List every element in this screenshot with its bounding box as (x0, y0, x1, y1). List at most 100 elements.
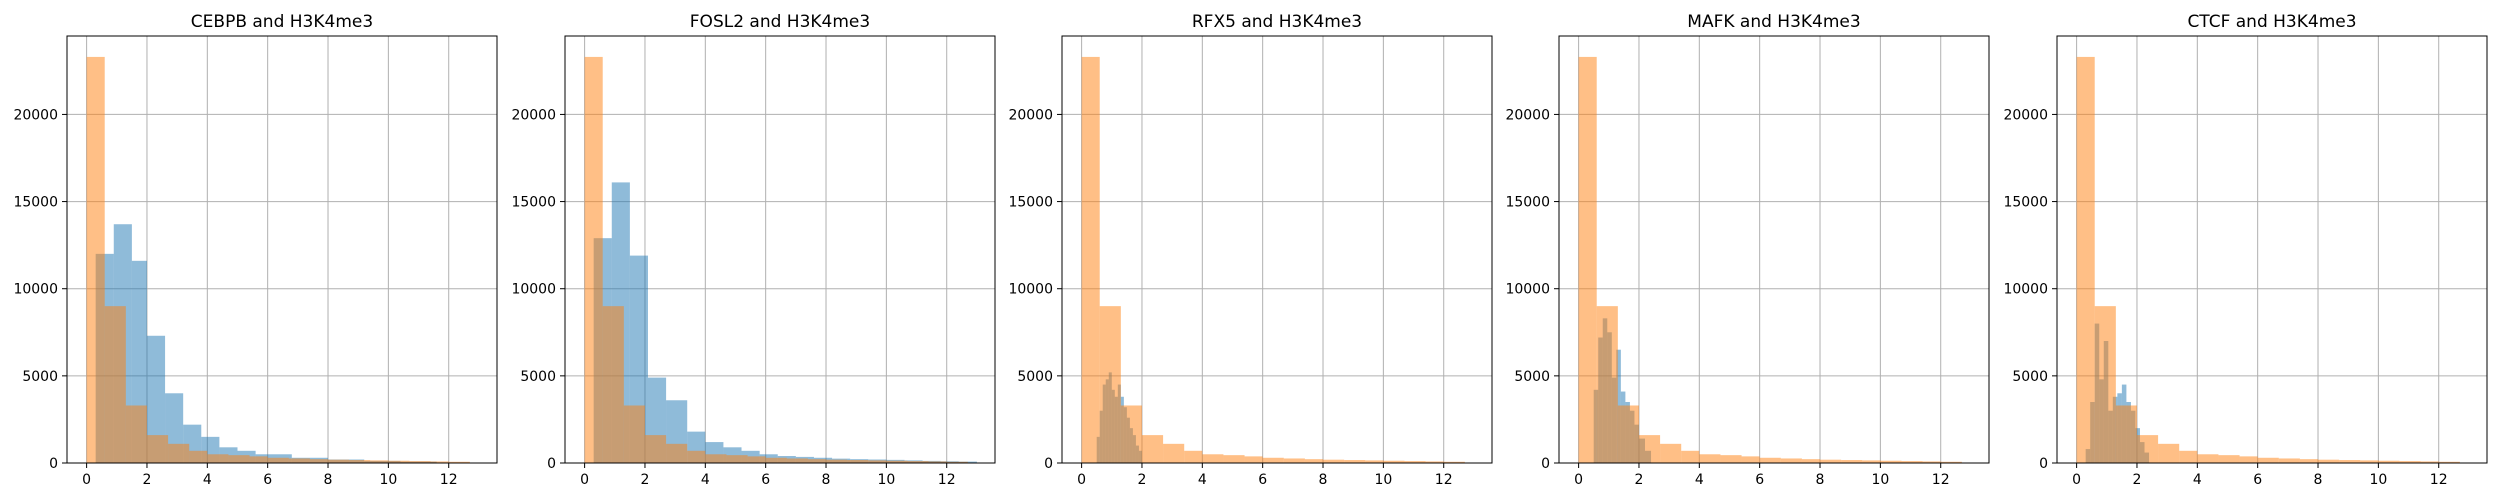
x-tick-label: 8 (822, 472, 831, 488)
y-tick-label: 20000 (511, 107, 556, 123)
histogram-bar (826, 459, 848, 463)
histogram-bar (448, 461, 470, 463)
x-tick-label: 6 (2253, 472, 2262, 488)
histogram-bar (309, 459, 329, 463)
histogram-bar (1901, 461, 1923, 463)
chart-title: CTCF and H3K4me3 (2187, 12, 2356, 32)
histogram-bar (602, 306, 624, 463)
histogram-bar (2115, 405, 2137, 463)
histogram-bar (1283, 458, 1305, 463)
x-tick-label: 2 (1635, 472, 1644, 488)
chart-title: RFX5 and H3K4me3 (1192, 12, 1362, 32)
histogram-bar (2076, 56, 2095, 464)
histogram-bar (1262, 457, 1284, 463)
histogram-bar (1141, 435, 1164, 463)
histogram-bar (1223, 455, 1245, 463)
histogram-bar (328, 459, 350, 463)
x-tick-label: 6 (263, 472, 272, 488)
histogram-bar (2278, 458, 2300, 463)
y-tick-label: 0 (49, 456, 58, 472)
histogram-bar (1660, 443, 1682, 463)
x-tick-label: 0 (2072, 472, 2081, 488)
histogram-bar (2360, 460, 2379, 463)
histogram-bar (1365, 460, 1384, 463)
axes-frame (564, 35, 996, 464)
histogram-bar (2420, 461, 2439, 463)
x-tick-label: 4 (2193, 472, 2202, 488)
histogram-bar (1120, 405, 1142, 463)
histogram-bar (623, 405, 645, 463)
histogram-bar (1862, 460, 1881, 463)
histogram-bar (388, 460, 410, 463)
y-tick-label: 0 (547, 456, 556, 472)
y-tick-label: 10000 (511, 282, 556, 298)
histogram-bar (2179, 450, 2198, 463)
histogram-bar (104, 306, 126, 463)
histogram-bar (2239, 456, 2258, 463)
chart-title: CEBPB and H3K4me3 (191, 12, 373, 32)
histogram-bar (2318, 459, 2340, 463)
histogram-bar (1699, 454, 1721, 463)
x-tick-label: 12 (938, 472, 956, 488)
histogram-bar (1922, 461, 1941, 463)
y-tick-label: 20000 (1505, 107, 1550, 123)
histogram-bar (1578, 56, 1597, 464)
histogram-bar (86, 56, 105, 464)
histogram-bar (584, 56, 603, 464)
histogram-bar (2257, 457, 2279, 463)
x-tick-label: 10 (877, 472, 895, 488)
histogram-bar (1081, 56, 1100, 464)
x-tick-label: 8 (324, 472, 333, 488)
y-tick-label: 5000 (22, 369, 58, 385)
histogram-bar (2339, 460, 2361, 463)
histogram-bar (1404, 461, 1426, 463)
histogram-bar (370, 460, 389, 463)
x-tick-label: 4 (701, 472, 710, 488)
histogram-bar (207, 454, 229, 463)
histogram-bar (249, 456, 268, 463)
series-2 (584, 56, 968, 464)
histogram-bar (687, 450, 706, 463)
series-2 (1081, 56, 1465, 464)
histogram-bar (765, 457, 787, 463)
grid (1062, 36, 1492, 464)
y-tick-label: 20000 (13, 107, 58, 123)
axes-frame (1558, 35, 1990, 464)
series-1 (593, 182, 977, 463)
x-tick-label: 12 (1932, 472, 1950, 488)
x-tick-label: 4 (1695, 472, 1704, 488)
histogram-bar (644, 435, 667, 463)
series-2 (1578, 56, 1962, 464)
histogram-bar (1425, 461, 1444, 463)
histogram-bar (146, 435, 169, 463)
histogram-bar (2158, 443, 2180, 463)
x-tick-label: 8 (1816, 472, 1825, 488)
histogram-bar (868, 460, 887, 463)
histogram-bar (2197, 454, 2219, 463)
histogram-bar (1820, 459, 1842, 463)
y-tick-label: 10000 (13, 282, 58, 298)
histogram-bar (1184, 450, 1203, 463)
histogram-bar (946, 461, 968, 463)
histogram-bar (1596, 306, 1618, 463)
subplot-3: 0 2 4 6 8 10 12 0 5000 10000 15000 20000 RFX5 and H3… (1008, 12, 1493, 488)
x-tick-label: 0 (82, 472, 91, 488)
histogram-bar (1304, 459, 1324, 463)
histogram-bar (907, 461, 929, 463)
subplot-1: 0 2 4 6 8 10 12 0 5000 10000 15000 20000 CEBPB and H… (13, 12, 498, 488)
histogram-bar (2399, 461, 2421, 463)
y-tick-label: 0 (1541, 456, 1550, 472)
histogram-bar (1880, 460, 1902, 463)
histogram-bar (189, 450, 208, 463)
histogram-bar (2438, 461, 2460, 463)
y-tick-label: 0 (2039, 456, 2048, 472)
axes-frame (1061, 35, 1493, 464)
chart-title: MAFK and H3K4me3 (1687, 12, 1860, 32)
y-tick-label: 15000 (2003, 195, 2048, 211)
histogram-bar (1383, 460, 1405, 463)
histogram-bar (1099, 306, 1121, 463)
histogram-bar (1638, 435, 1661, 463)
histogram-bar (1759, 457, 1781, 463)
histogram-bar (886, 460, 908, 463)
